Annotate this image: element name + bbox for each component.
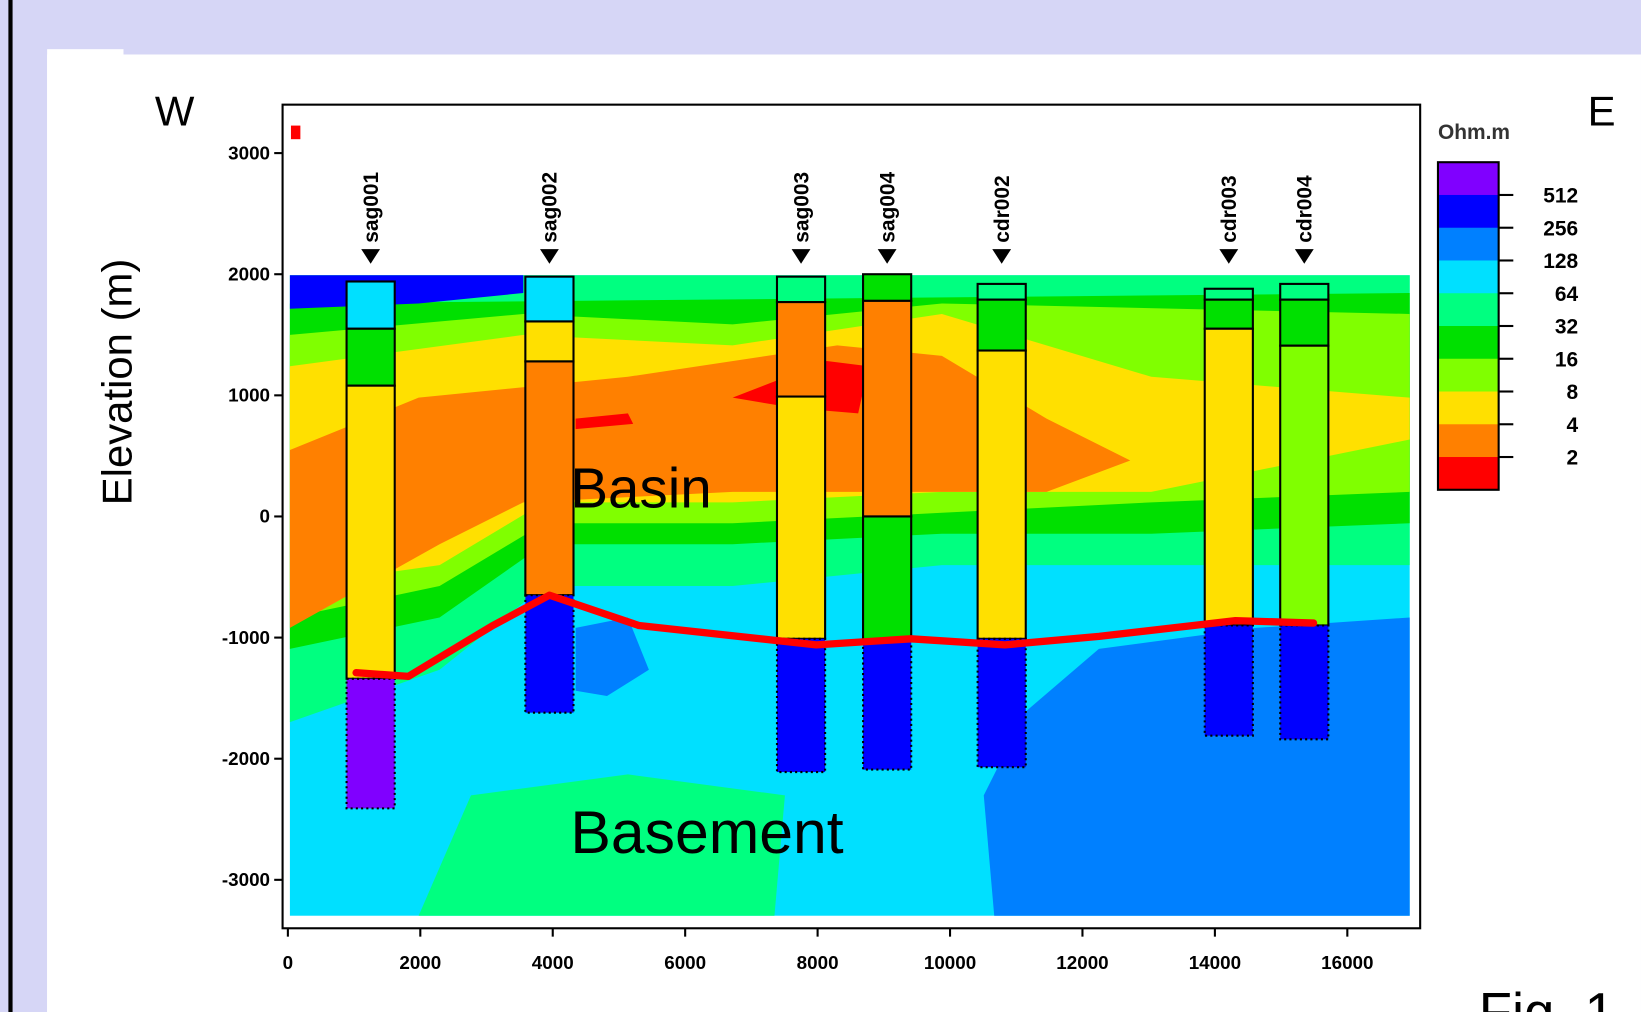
colorbar-label: 2	[1567, 447, 1579, 470]
well-marker	[791, 249, 811, 264]
field-blue-patch	[575, 617, 649, 696]
colorbar-swatch	[1437, 325, 1499, 360]
well-layer	[976, 637, 1027, 769]
well-layer	[524, 320, 575, 363]
colorbar-title: Ohm.m	[1438, 121, 1510, 144]
basement-boundary	[352, 591, 1318, 681]
well-layer	[1203, 327, 1254, 627]
field-red-small	[575, 413, 634, 430]
x-tick-label: 2000	[399, 952, 441, 973]
well-layer	[345, 327, 396, 387]
west-label: W	[155, 88, 195, 135]
well-layer	[862, 640, 913, 771]
well-name: cdr004	[1294, 175, 1317, 243]
well-layer	[1203, 298, 1254, 330]
y-tick-label: 0	[260, 506, 270, 527]
well-name: sag002	[539, 172, 562, 243]
colorbar-label: 8	[1567, 381, 1579, 404]
basement-label: Basement	[570, 798, 843, 866]
colorbar-swatch	[1437, 260, 1499, 294]
well-layer	[976, 298, 1027, 352]
well-layer	[775, 301, 827, 398]
well-layer	[862, 515, 913, 643]
well-layer	[862, 273, 913, 302]
colorbar-swatch	[1437, 194, 1499, 229]
well-layer	[775, 275, 827, 304]
well-name: sag004	[876, 171, 899, 242]
well-name: sag003	[790, 172, 813, 243]
well-layer	[1279, 344, 1330, 627]
y-tick-label: 3000	[228, 142, 270, 163]
colorbar-label: 16	[1555, 348, 1578, 371]
colorbar-swatch	[1437, 457, 1499, 491]
colorbar-label: 4	[1567, 414, 1579, 437]
colorbar-swatch	[1437, 358, 1499, 393]
well-layer	[524, 594, 575, 714]
well-marker	[1294, 249, 1314, 264]
x-tick-label: 14000	[1189, 952, 1241, 973]
y-tick-label: -3000	[222, 869, 270, 890]
well-marker	[877, 249, 897, 264]
well-marker	[1219, 249, 1239, 264]
colorbar-swatch	[1437, 424, 1499, 458]
panel-edge	[123, 49, 1641, 55]
y-tick-label: -2000	[222, 748, 270, 769]
colorbar-label: 512	[1543, 185, 1578, 208]
y-tick-label: 1000	[228, 385, 270, 406]
colorbar-swatch	[1437, 227, 1499, 262]
marker	[290, 125, 301, 140]
well-layer	[976, 282, 1027, 301]
plot-frame	[281, 103, 1422, 930]
well-marker	[992, 249, 1012, 264]
well-name: cdr002	[991, 175, 1014, 242]
x-tick-label: 12000	[1056, 952, 1108, 973]
x-tick-label: 4000	[532, 952, 574, 973]
x-tick-label: 16000	[1321, 952, 1373, 973]
x-tick-label: 0	[283, 952, 293, 973]
colorbar-label: 32	[1555, 316, 1578, 339]
colorbar-swatch	[1437, 162, 1499, 196]
well-layer	[1203, 287, 1254, 301]
well-layer	[1203, 624, 1254, 737]
y-tick-label: -1000	[222, 627, 270, 648]
plot: 0 2000 4000 6000 8000 10000 12000 14000 16000-30…	[222, 142, 1374, 973]
figure-label: Fig. 1	[1479, 982, 1615, 1012]
well-name: cdr003	[1218, 175, 1241, 242]
well-layer	[345, 677, 396, 810]
field-orange	[289, 345, 1131, 628]
field-green-low	[418, 774, 785, 916]
x-tick-label: 10000	[924, 952, 976, 973]
well-layer	[1279, 298, 1330, 347]
east-label: E	[1588, 88, 1616, 135]
y-axis-title: Elevation (m)	[93, 259, 140, 506]
x-tick-label: 8000	[797, 952, 839, 973]
well-marker	[361, 249, 381, 264]
well-layer	[524, 360, 575, 597]
well-marker	[540, 249, 559, 264]
y-tick-label: 2000	[228, 264, 270, 285]
well-layer	[1279, 624, 1330, 741]
well-layer	[775, 395, 827, 640]
colorbar-swatch	[1437, 391, 1499, 425]
colorbar-label: 128	[1543, 250, 1578, 273]
well-name: sag001	[360, 171, 383, 242]
x-tick-label: 6000	[664, 952, 706, 973]
colorbar-label: 64	[1555, 283, 1579, 306]
colorbar-label: 256	[1543, 217, 1578, 240]
well-layer	[976, 349, 1027, 640]
basin-label: Basin	[570, 457, 711, 520]
well-layer	[345, 280, 396, 330]
well-layer	[524, 275, 575, 323]
well-layer	[345, 384, 396, 680]
well-layer	[775, 637, 827, 774]
well-layer	[1279, 282, 1330, 301]
well-layer	[862, 299, 913, 518]
left-rule	[8, 0, 13, 1012]
colorbar-swatch	[1437, 293, 1499, 327]
